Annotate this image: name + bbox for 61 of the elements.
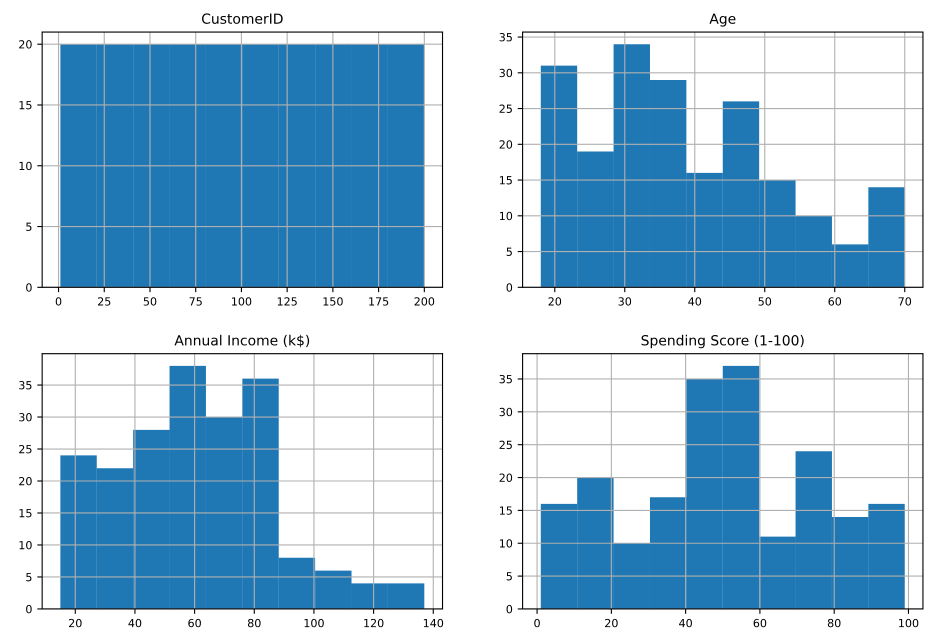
y-tick-label: 25 [500, 104, 512, 113]
y-tick-label: 10 [500, 539, 512, 548]
y-tick-label: 10 [20, 162, 32, 170]
x-tick-label: 175 [369, 297, 388, 306]
x-tick-label: 40 [128, 618, 142, 628]
x-tick-label: 60 [828, 297, 842, 306]
y-tick-label: 0 [506, 283, 512, 292]
x-tick-label: 80 [828, 618, 841, 628]
chart-title: Age [709, 14, 736, 27]
y-tick-label: 35 [500, 33, 512, 42]
y-tick-label: 25 [500, 440, 512, 450]
x-tick-label: 120 [364, 618, 384, 628]
y-tick-label: 20 [500, 140, 512, 149]
x-tick-label: 140 [424, 618, 444, 628]
y-tick-label: 25 [19, 444, 32, 454]
y-tick-label: 10 [20, 540, 32, 550]
y-tick-label: 0 [26, 283, 32, 292]
y-tick-label: 5 [26, 573, 32, 582]
x-tick-label: 40 [679, 618, 692, 628]
x-tick-label: 150 [323, 297, 343, 306]
x-tick-label: 50 [758, 297, 772, 306]
x-tick-label: 40 [688, 297, 702, 306]
y-tick-label: 30 [500, 408, 512, 416]
x-tick-label: 60 [188, 618, 201, 628]
y-tick-label: 0 [506, 604, 512, 614]
y-tick-label: 15 [500, 506, 512, 515]
chart-title: CustomerID [202, 13, 283, 24]
y-tick-label: 15 [20, 101, 32, 110]
x-tick-label: 100 [304, 618, 324, 628]
y-tick-label: 10 [500, 212, 512, 220]
x-tick-label: 0 [534, 618, 540, 628]
x-tick-label: 100 [899, 618, 918, 628]
y-tick-label: 15 [20, 509, 32, 518]
x-tick-label: 20 [69, 618, 82, 628]
y-tick-label: 35 [19, 381, 32, 390]
x-tick-label: 50 [144, 297, 156, 306]
chart-title: Annual Income (k$) [174, 334, 310, 348]
x-tick-label: 200 [414, 297, 434, 306]
y-tick-label: 20 [19, 40, 32, 49]
x-tick-label: 75 [190, 297, 202, 306]
x-tick-label: 125 [278, 297, 297, 306]
y-tick-label: 30 [19, 412, 32, 422]
x-tick-label: 0 [56, 297, 62, 306]
y-tick-label: 0 [26, 604, 32, 614]
chart-title: Spending Score (1-100) [642, 334, 804, 348]
y-tick-label: 15 [500, 176, 512, 184]
x-tick-label: 30 [618, 297, 632, 306]
x-tick-label: 60 [754, 618, 766, 628]
y-tick-label: 35 [500, 374, 512, 384]
x-tick-label: 100 [232, 297, 252, 306]
y-tick-label: 20 [19, 476, 32, 486]
x-tick-label: 25 [98, 297, 110, 306]
x-tick-label: 20 [605, 618, 618, 628]
y-tick-label: 30 [500, 68, 512, 78]
y-tick-label: 20 [500, 474, 512, 482]
y-tick-label: 5 [506, 248, 512, 256]
y-tick-label: 5 [506, 572, 512, 580]
x-tick-label: 20 [548, 297, 562, 306]
x-tick-label: 70 [898, 297, 912, 306]
x-tick-label: 80 [248, 618, 261, 628]
y-tick-label: 5 [26, 222, 32, 231]
